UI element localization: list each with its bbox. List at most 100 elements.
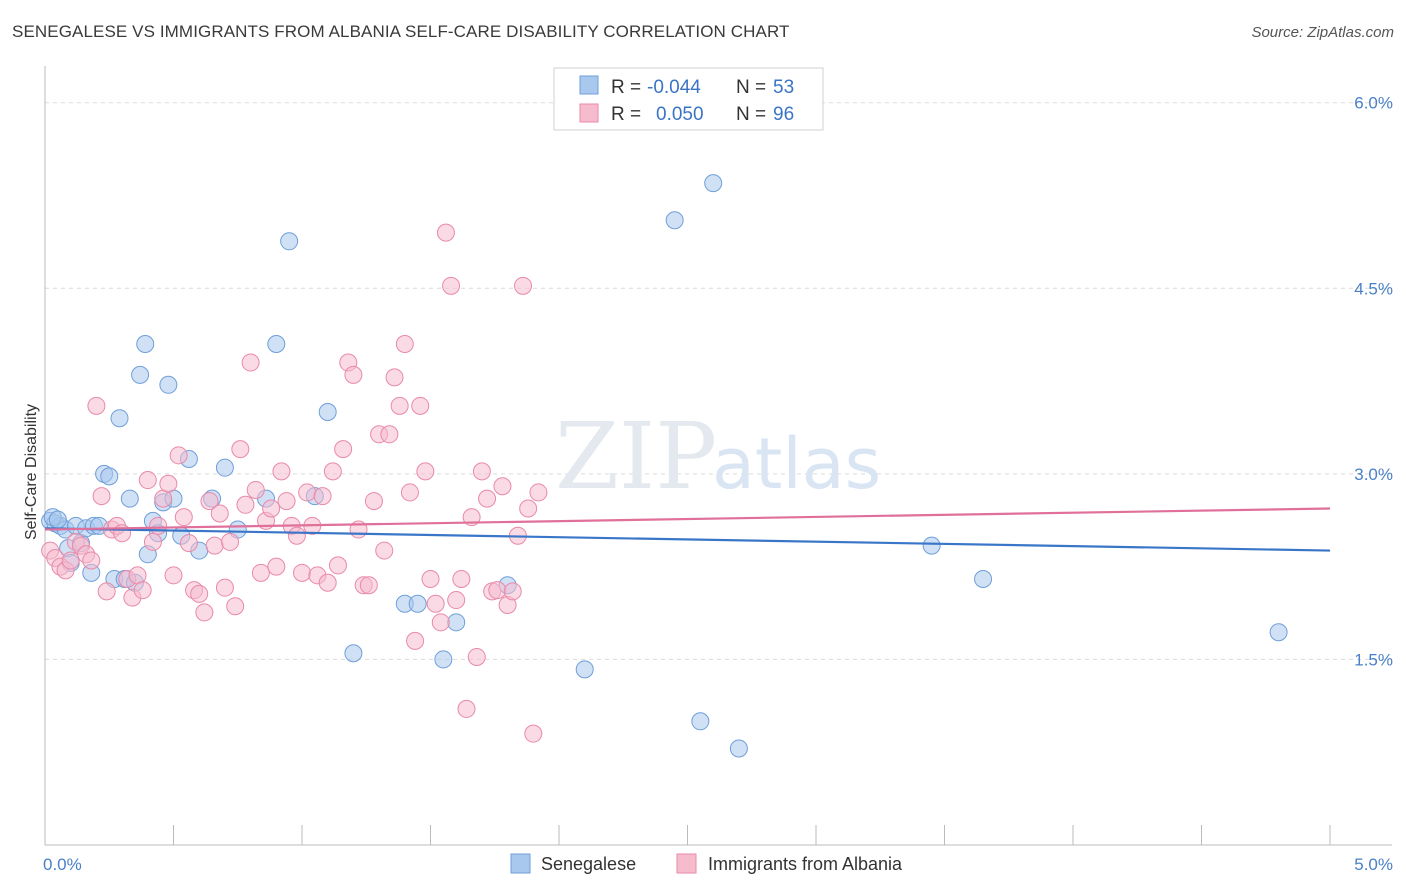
point-senegalese-27 — [159, 375, 178, 394]
legend-n-label-senegalese: N = — [736, 77, 766, 98]
point-senegalese-52 — [974, 570, 993, 589]
point-albania-43 — [262, 499, 281, 518]
point-albania-59 — [344, 365, 363, 384]
point-senegalese-44 — [447, 613, 466, 632]
trend-line-senegalese — [44, 527, 1331, 552]
point-albania-92 — [514, 276, 533, 295]
bottom-legend-label-senegalese: Senegalese — [541, 854, 636, 874]
point-albania-8 — [82, 551, 101, 570]
point-albania-49 — [293, 563, 311, 582]
point-albania-24 — [164, 566, 183, 585]
point-albania-23 — [159, 474, 178, 493]
y-tick-label-0: 1.5% — [1354, 650, 1393, 669]
point-senegalese-17 — [110, 409, 129, 428]
point-albania-53 — [313, 487, 332, 506]
point-senegalese-22 — [136, 334, 155, 353]
point-albania-94 — [524, 724, 543, 743]
point-albania-77 — [436, 223, 455, 242]
bottom-legend-swatch-senegalese — [510, 853, 531, 874]
point-albania-79 — [447, 591, 466, 610]
point-albania-85 — [478, 489, 497, 508]
bottom-legend-label-albania: Immigrants from Albania — [708, 854, 903, 874]
point-albania-35 — [221, 532, 240, 551]
point-albania-54 — [318, 573, 337, 592]
point-albania-93 — [519, 499, 538, 518]
point-senegalese-5 — [48, 510, 67, 529]
legend-r-label-albania: R = — [611, 104, 641, 125]
point-albania-95 — [529, 483, 548, 502]
point-senegalese-21 — [131, 365, 150, 384]
watermark-zip: ZIP — [555, 403, 717, 510]
point-albania-38 — [236, 495, 255, 514]
point-senegalese-51 — [922, 536, 941, 555]
point-albania-90 — [503, 582, 522, 601]
point-albania-30 — [195, 603, 214, 622]
y-tick-labels: 1.5% 3.0% 4.5% 6.0% — [1354, 94, 1393, 670]
legend-swatch-albania — [579, 103, 599, 123]
point-senegalese-47 — [665, 211, 684, 230]
legend-n-value-senegalese: 53 — [773, 77, 794, 98]
watermark: ZIP atlas — [555, 403, 881, 510]
point-senegalese-33 — [215, 458, 234, 477]
point-albania-68 — [390, 396, 409, 415]
point-senegalese-40 — [344, 644, 363, 663]
trend-lines — [44, 507, 1331, 552]
point-albania-37 — [231, 440, 250, 459]
source-label: Source: ZipAtlas.com — [1251, 24, 1394, 41]
point-senegalese-48 — [704, 174, 723, 193]
point-albania-50 — [298, 483, 317, 502]
point-albania-55 — [323, 462, 342, 481]
point-albania-80 — [452, 570, 471, 589]
point-albania-56 — [328, 556, 347, 575]
point-albania-41 — [251, 563, 270, 582]
point-senegalese-53 — [1269, 623, 1288, 642]
point-albania-29 — [190, 584, 209, 603]
top-legend: R = -0.044 N = 53 R = 0.050 N = 96 — [553, 67, 824, 131]
point-albania-39 — [241, 353, 260, 372]
point-albania-33 — [210, 504, 229, 523]
point-albania-57 — [334, 440, 353, 459]
point-albania-71 — [406, 631, 425, 650]
point-albania-31 — [200, 492, 219, 511]
point-albania-66 — [380, 425, 399, 444]
point-senegalese-49 — [691, 712, 710, 731]
point-senegalese-43 — [434, 650, 453, 669]
point-albania-26 — [174, 508, 193, 527]
point-albania-19 — [138, 471, 157, 490]
bottom-legend: Senegalese Immigrants from Albania — [510, 853, 903, 874]
point-albania-78 — [442, 276, 461, 295]
top-legend-box — [553, 67, 824, 131]
legend-r-value-albania: 0.050 — [656, 104, 704, 125]
chart-title: SENEGALESE VS IMMIGRANTS FROM ALBANIA SE… — [12, 22, 790, 41]
y-axis-label: Self-Care Disability — [23, 404, 40, 540]
legend-r-value-senegalese: -0.044 — [647, 77, 701, 98]
point-albania-88 — [493, 477, 512, 496]
point-albania-70 — [400, 483, 419, 502]
point-albania-10 — [92, 487, 111, 506]
point-albania-40 — [246, 480, 265, 499]
point-albania-84 — [472, 462, 491, 481]
grid-lines — [45, 102, 1392, 660]
point-senegalese-42 — [408, 594, 427, 613]
x-tick-label-1: 5.0% — [1354, 855, 1393, 874]
point-senegalese-50 — [729, 739, 748, 758]
point-albania-27 — [179, 534, 198, 553]
point-senegalese-46 — [575, 660, 594, 679]
point-albania-72 — [411, 396, 430, 415]
point-albania-62 — [359, 576, 378, 595]
legend-n-value-albania: 96 — [773, 104, 794, 125]
point-albania-76 — [431, 613, 450, 632]
point-albania-46 — [277, 492, 296, 511]
point-albania-67 — [385, 368, 404, 387]
x-tick-labels: 0.0% 5.0% — [43, 855, 1393, 874]
point-albania-74 — [421, 570, 440, 589]
point-senegalese-36 — [267, 334, 286, 353]
axes — [44, 66, 1392, 846]
point-albania-36 — [226, 597, 245, 616]
point-albania-87 — [488, 581, 507, 600]
legend-swatch-senegalese — [579, 75, 599, 95]
point-albania-4 — [61, 551, 80, 570]
x-tick-label-0: 0.0% — [43, 855, 82, 874]
point-albania-32 — [205, 536, 224, 555]
